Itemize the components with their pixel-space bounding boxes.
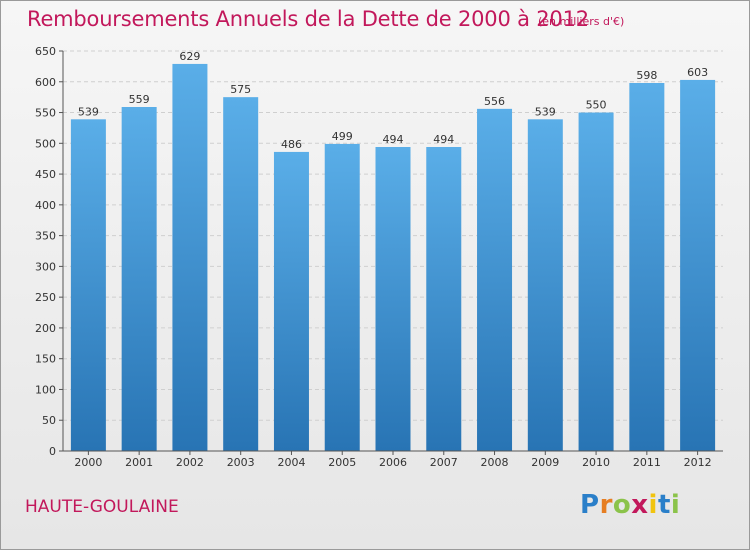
x-tick-label: 2004 — [277, 456, 305, 469]
bar — [680, 79, 716, 451]
y-tick-label: 400 — [35, 199, 56, 212]
bar — [477, 108, 513, 451]
bar — [527, 119, 563, 452]
x-tick-label: 2000 — [74, 456, 102, 469]
y-tick-label: 250 — [35, 291, 56, 304]
data-label: 556 — [484, 95, 505, 108]
y-tick-label: 50 — [42, 414, 56, 427]
x-tick-label: 2010 — [582, 456, 610, 469]
y-tick-label: 500 — [35, 137, 56, 150]
y-tick-label: 450 — [35, 168, 56, 181]
chart-title: Remboursements Annuels de la Dette de 20… — [27, 7, 589, 31]
data-label: 539 — [535, 105, 556, 118]
logo-letter: t — [657, 490, 671, 520]
y-tick-label: 650 — [35, 45, 56, 58]
data-label: 550 — [586, 99, 607, 112]
x-tick-label: 2007 — [430, 456, 458, 469]
bar — [273, 151, 309, 451]
y-tick-label: 100 — [35, 383, 56, 396]
data-label: 575 — [230, 83, 251, 96]
y-tick-label: 150 — [35, 353, 56, 366]
x-tick-label: 2003 — [227, 456, 255, 469]
x-tick-label: 2005 — [328, 456, 356, 469]
data-label: 494 — [433, 133, 454, 146]
data-label: 559 — [129, 93, 150, 106]
x-tick-label: 2009 — [531, 456, 559, 469]
x-tick-label: 2012 — [684, 456, 712, 469]
logo-letter: x — [631, 490, 649, 520]
y-tick-label: 600 — [35, 76, 56, 89]
data-label: 494 — [383, 133, 404, 146]
y-tick-label: 200 — [35, 322, 56, 335]
logo-letter: P — [580, 490, 600, 520]
data-label: 539 — [78, 105, 99, 118]
logo-letter: i — [670, 490, 681, 520]
proxiti-logo[interactable]: Proxiti — [580, 490, 680, 520]
bar — [375, 147, 411, 451]
data-label: 598 — [636, 69, 657, 82]
logo-letter: i — [648, 490, 658, 520]
y-tick-label: 300 — [35, 260, 56, 273]
commune-name: HAUTE-GOULAINE — [25, 497, 179, 517]
logo-letter: r — [599, 490, 613, 520]
y-tick-label: 350 — [35, 230, 56, 243]
data-label: 499 — [332, 130, 353, 143]
bar — [426, 147, 462, 451]
x-tick-label: 2006 — [379, 456, 407, 469]
bar — [629, 83, 665, 451]
data-label: 629 — [179, 50, 200, 63]
bar — [578, 112, 614, 452]
data-label: 486 — [281, 138, 302, 151]
y-tick-label: 550 — [35, 107, 56, 120]
logo-letter: o — [612, 490, 632, 520]
bar — [223, 97, 259, 452]
chart-subtitle: (en milliers d'€) — [538, 15, 625, 28]
x-tick-label: 2008 — [481, 456, 509, 469]
bar — [172, 63, 208, 452]
data-label: 603 — [687, 66, 708, 79]
bar — [70, 119, 106, 452]
bar — [324, 143, 360, 451]
x-tick-label: 2002 — [176, 456, 204, 469]
x-tick-label: 2011 — [633, 456, 661, 469]
x-tick-label: 2001 — [125, 456, 153, 469]
bar — [121, 107, 157, 451]
y-tick-label: 0 — [49, 445, 56, 458]
